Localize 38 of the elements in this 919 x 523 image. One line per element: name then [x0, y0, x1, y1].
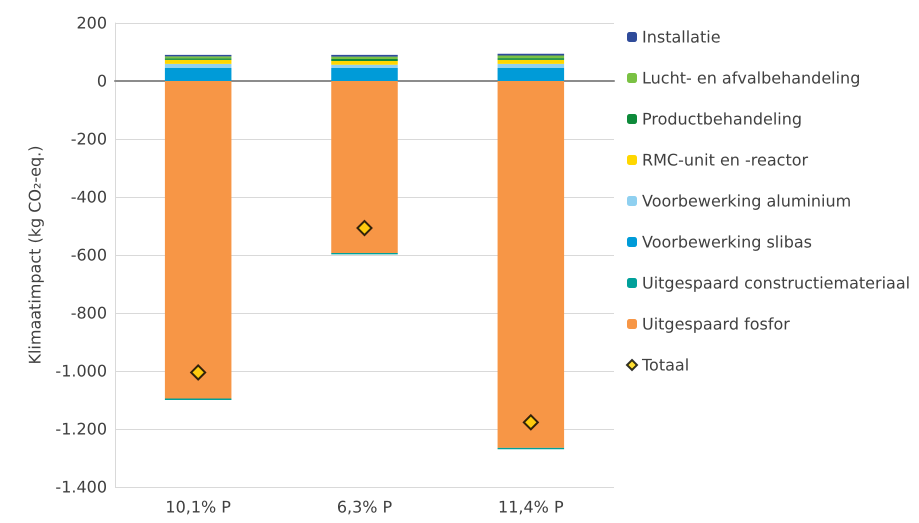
legend-label: Lucht- en afvalbehandeling: [642, 68, 860, 88]
bar: [331, 64, 398, 68]
point: [190, 364, 206, 380]
bar: [331, 68, 398, 81]
bar: [331, 81, 398, 253]
x-tick-label: 6,3% P: [336, 498, 393, 516]
legend-label: Uitgespaard constructiemateriaal: [642, 274, 910, 292]
x-tick-label: 11,4% P: [498, 498, 564, 516]
legend-label: Voorbewerking slibas: [642, 232, 812, 252]
bar: [164, 81, 232, 399]
legend-label: Voorbewerking aluminium: [642, 192, 852, 210]
legend-label: Installatie: [642, 28, 721, 46]
x-tick-label: 10,1% P: [165, 498, 232, 516]
bar: [498, 55, 564, 58]
y-tick-label: -1.400: [55, 478, 107, 496]
y-tick-label: 0: [96, 72, 107, 90]
y-tick-label: -600: [70, 246, 107, 264]
bar: [498, 68, 564, 81]
legend-label: Uitgespaard fosfor: [642, 314, 790, 334]
bar: [164, 68, 232, 81]
bar: [164, 64, 232, 68]
legend-label: RMC-unit en -reactor: [642, 150, 809, 170]
y-tick-label: 200: [76, 14, 107, 32]
y-tick-label: -400: [70, 188, 107, 206]
bar: [498, 60, 564, 64]
y-tick-label: -200: [70, 130, 107, 148]
y-axis-title: Klimaatimpact (kg CO₂-eq.): [26, 145, 44, 365]
point: [522, 414, 539, 430]
y-tick-label: -1.000: [55, 362, 107, 380]
bar: [164, 60, 232, 64]
legend-label: Totaal: [641, 356, 690, 374]
y-tick-label: -800: [70, 304, 107, 322]
legend-label: Productbehandeling: [642, 110, 802, 128]
point: [356, 220, 372, 236]
bar: [331, 60, 398, 65]
y-tick-label: -1.200: [55, 420, 107, 438]
bar: [498, 64, 564, 68]
bar: [498, 81, 564, 448]
